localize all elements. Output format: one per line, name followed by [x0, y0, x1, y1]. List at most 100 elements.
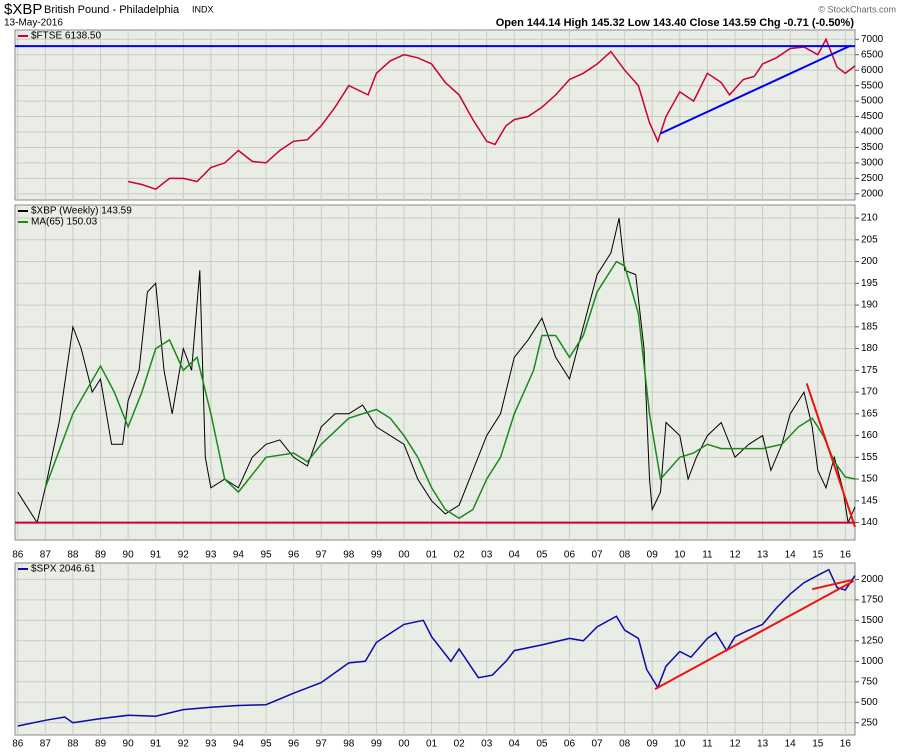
trend-line — [660, 44, 852, 135]
x-tick-label: 93 — [205, 739, 217, 750]
x-tick-label: 12 — [729, 550, 741, 561]
x-tick-label: 16 — [840, 550, 852, 561]
x-tick-label: 09 — [647, 550, 659, 561]
y-tick-label: 2000 — [861, 188, 884, 199]
x-tick-label: 97 — [316, 739, 328, 750]
y-tick-label: 175 — [861, 365, 878, 376]
x-tick-label: 02 — [454, 550, 466, 561]
price-line — [44, 260, 856, 520]
x-tick-label: 88 — [67, 739, 79, 750]
y-tick-label: 2000 — [861, 574, 884, 585]
copyright: © StockCharts.com — [818, 4, 896, 14]
x-tick-label: 92 — [178, 739, 190, 750]
x-tick-label: 06 — [564, 739, 576, 750]
legend-label: $SPX 2046.61 — [31, 564, 96, 575]
x-tick-label: 03 — [481, 550, 493, 561]
x-tick-label: 96 — [288, 550, 300, 561]
y-tick-label: 4500 — [861, 111, 884, 122]
x-tick-label: 92 — [178, 550, 190, 561]
y-tick-label: 160 — [861, 430, 878, 441]
trend-line — [654, 580, 855, 690]
x-tick-label: 98 — [343, 550, 355, 561]
y-tick-label: 6000 — [861, 65, 884, 76]
x-tick-label: 91 — [150, 550, 162, 561]
symbol: $XBP — [4, 1, 42, 18]
x-tick-label: 94 — [233, 739, 245, 750]
x-tick-label: 86 — [12, 550, 24, 561]
security-name: British Pound - Philadelphia — [44, 4, 180, 16]
x-tick-label: 87 — [40, 550, 52, 561]
y-tick-label: 165 — [861, 408, 878, 419]
x-tick-label: 03 — [481, 739, 493, 750]
y-tick-label: 1000 — [861, 656, 884, 667]
x-tick-label: 15 — [812, 739, 824, 750]
x-tick-label: 06 — [564, 550, 576, 561]
x-tick-label: 15 — [812, 550, 824, 561]
x-tick-label: 16 — [840, 739, 852, 750]
legend-label: $XBP (Weekly) 143.59 — [31, 206, 132, 217]
x-tick-label: 95 — [260, 739, 272, 750]
quote: Open 144.14 High 145.32 Low 143.40 Close… — [496, 17, 855, 29]
x-tick-label: 98 — [343, 739, 355, 750]
x-tick-label: 94 — [233, 550, 245, 561]
x-tick-label: 13 — [757, 550, 769, 561]
x-tick-label: 00 — [398, 550, 410, 561]
x-tick-label: 86 — [12, 739, 24, 750]
date: 13-May-2016 — [4, 18, 63, 29]
y-tick-label: 3500 — [861, 142, 884, 153]
x-tick-label: 07 — [592, 550, 604, 561]
exchange: INDX — [192, 4, 214, 14]
y-tick-label: 150 — [861, 474, 878, 485]
x-tick-label: 12 — [729, 739, 741, 750]
y-tick-label: 180 — [861, 343, 878, 354]
x-tick-label: 13 — [757, 739, 769, 750]
y-tick-label: 4000 — [861, 127, 884, 138]
y-tick-label: 145 — [861, 495, 878, 506]
x-tick-label: 88 — [67, 550, 79, 561]
y-tick-label: 140 — [861, 517, 878, 528]
x-tick-label: 89 — [95, 550, 107, 561]
y-tick-label: 5000 — [861, 96, 884, 107]
y-tick-label: 195 — [861, 278, 878, 289]
x-tick-label: 05 — [536, 550, 548, 561]
y-tick-label: 5500 — [861, 80, 884, 91]
y-tick-label: 6500 — [861, 49, 884, 60]
plot-area — [14, 204, 856, 541]
trend-line — [811, 579, 852, 591]
x-tick-label: 07 — [592, 739, 604, 750]
x-tick-label: 02 — [454, 739, 466, 750]
x-tick-label: 09 — [647, 739, 659, 750]
x-tick-label: 90 — [123, 550, 135, 561]
x-tick-label: 04 — [509, 550, 521, 561]
y-tick-label: 750 — [861, 676, 878, 687]
x-tick-label: 96 — [288, 739, 300, 750]
x-tick-label: 89 — [95, 739, 107, 750]
x-tick-label: 10 — [674, 550, 686, 561]
x-tick-label: 11 — [702, 739, 713, 750]
x-tick-label: 99 — [371, 550, 383, 561]
x-tick-label: 01 — [426, 739, 438, 750]
x-tick-label: 08 — [619, 739, 631, 750]
x-tick-label: 08 — [619, 550, 631, 561]
x-tick-label: 90 — [123, 739, 135, 750]
legend-label: $FTSE 6138.50 — [31, 31, 101, 42]
y-tick-label: 155 — [861, 452, 878, 463]
y-tick-label: 1750 — [861, 594, 884, 605]
y-tick-label: 210 — [861, 213, 878, 224]
y-tick-label: 250 — [861, 717, 878, 728]
x-tick-label: 14 — [785, 550, 797, 561]
x-tick-label: 05 — [536, 739, 548, 750]
y-tick-label: 7000 — [861, 34, 884, 45]
trend-line — [805, 383, 856, 528]
price-line — [17, 568, 856, 727]
x-tick-label: 95 — [260, 550, 272, 561]
price-line — [127, 37, 856, 191]
plot-area — [14, 29, 856, 201]
x-tick-label: 00 — [398, 739, 410, 750]
x-tick-label: 10 — [674, 739, 686, 750]
y-tick-label: 200 — [861, 256, 878, 267]
y-tick-label: 185 — [861, 321, 878, 332]
y-tick-label: 1500 — [861, 615, 884, 626]
y-tick-label: 205 — [861, 234, 878, 245]
